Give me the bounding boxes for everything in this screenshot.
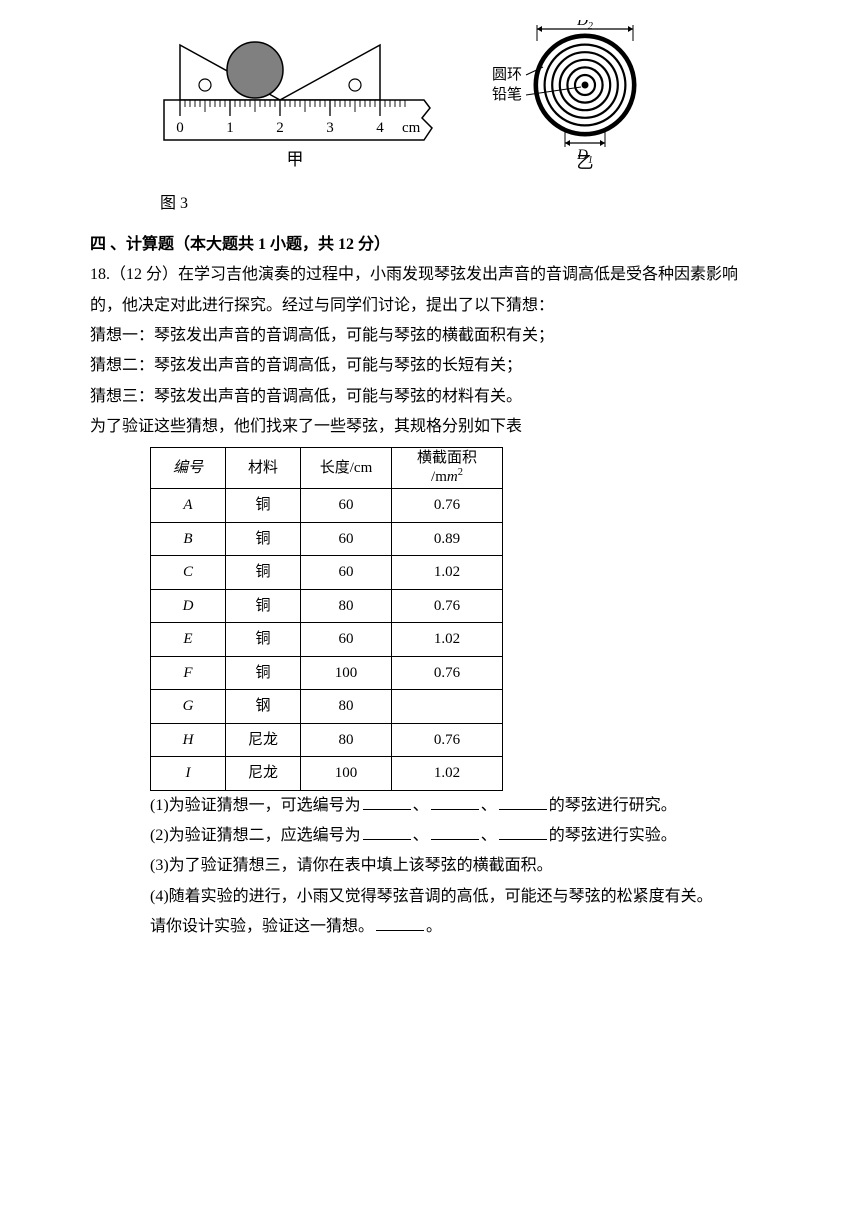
table-row: C铜601.02	[151, 556, 503, 590]
th-area-l2: /mm2	[431, 469, 463, 485]
q18-sub3: (3)为了验证猜想三，请你在表中填上该琴弦的横截面积。	[150, 851, 770, 881]
cell-material: 铜	[226, 623, 301, 657]
q18-sub2: (2)为验证猜想二，应选编号为、、的琴弦进行实验。	[150, 821, 770, 851]
figure-jia: 0 1 2 3 4 cm 甲	[160, 40, 440, 181]
svg-text:3: 3	[326, 120, 334, 136]
cell-length: 80	[301, 723, 392, 757]
cell-id: F	[151, 656, 226, 690]
cell-area: 1.02	[392, 757, 503, 791]
table-row: B铜600.89	[151, 522, 503, 556]
table-row: H尼龙800.76	[151, 723, 503, 757]
th-area: 横截面积 /mm2	[392, 447, 503, 489]
cell-material: 铜	[226, 556, 301, 590]
q18-sub4c: 。	[426, 918, 442, 935]
svg-text:D2: D2	[576, 20, 593, 32]
cell-material: 铜	[226, 522, 301, 556]
table-row: I尼龙1001.02	[151, 757, 503, 791]
q18-points: （12 分）	[110, 266, 178, 283]
q18: 18.（12 分）在学习吉他演奏的过程中，小雨发现琴弦发出声音的音调高低是受各种…	[90, 260, 770, 321]
cell-material: 尼龙	[226, 757, 301, 791]
table-row: A铜600.76	[151, 489, 503, 523]
figure-label: 图 3	[160, 189, 770, 219]
table-row: G钢80	[151, 690, 503, 724]
svg-text:4: 4	[376, 120, 384, 136]
cell-id: I	[151, 757, 226, 791]
cell-length: 80	[301, 690, 392, 724]
cell-length: 60	[301, 556, 392, 590]
strings-table: 编号 材料 长度/cm 横截面积 /mm2 A铜600.76B铜600.89C铜…	[150, 447, 503, 791]
svg-text:1: 1	[226, 120, 234, 136]
th-material: 材料	[226, 447, 301, 489]
cell-area: 0.76	[392, 589, 503, 623]
cell-id: C	[151, 556, 226, 590]
q18-number: 18.	[90, 266, 110, 283]
table-row: E铜601.02	[151, 623, 503, 657]
svg-text:2: 2	[276, 120, 284, 136]
cell-id: B	[151, 522, 226, 556]
table-header-row: 编号 材料 长度/cm 横截面积 /mm2	[151, 447, 503, 489]
svg-text:甲: 甲	[287, 150, 304, 169]
cell-id: D	[151, 589, 226, 623]
blank[interactable]	[376, 914, 424, 931]
q18-sub4a: (4)随着实验的进行，小雨又觉得琴弦音调的高低，可能还与琴弦的松紧度有关。	[150, 882, 770, 912]
section-4-heading: 四 、计算题（本大题共 1 小题，共 12 分）	[90, 230, 770, 260]
table-row: D铜800.76	[151, 589, 503, 623]
cell-id: E	[151, 623, 226, 657]
cell-area: 0.76	[392, 723, 503, 757]
svg-text:圆环: 圆环	[492, 67, 522, 83]
cell-material: 铜	[226, 589, 301, 623]
cell-area: 0.76	[392, 489, 503, 523]
cell-id: G	[151, 690, 226, 724]
cell-area: 0.89	[392, 522, 503, 556]
cell-length: 60	[301, 489, 392, 523]
q18-guess2: 猜想二：琴弦发出声音的音调高低，可能与琴弦的长短有关；	[90, 351, 770, 381]
figure-yi-svg: D2D1圆环铅笔乙	[490, 20, 690, 170]
cell-id: H	[151, 723, 226, 757]
svg-text:0: 0	[176, 120, 184, 136]
blank[interactable]	[431, 793, 479, 810]
figures-row: 01234cm甲 D2D1圆环铅笔乙	[160, 20, 770, 181]
q18-lead: 为了验证这些猜想，他们找来了一些琴弦，其规格分别如下表	[90, 412, 770, 442]
blank[interactable]	[363, 823, 411, 840]
cell-material: 铜	[226, 656, 301, 690]
q18-guess1: 猜想一：琴弦发出声音的音调高低，可能与琴弦的横截面积有关；	[90, 321, 770, 351]
cell-id: A	[151, 489, 226, 523]
q18-intro: 在学习吉他演奏的过程中，小雨发现琴弦发出声音的音调高低是受各种因素影响的，他决定…	[90, 266, 738, 313]
cell-area: 1.02	[392, 623, 503, 657]
th-area-l1: 横截面积	[417, 450, 477, 466]
cell-material: 铜	[226, 489, 301, 523]
q18-sub4b: 请你设计实验，验证这一猜想。 。	[150, 912, 770, 942]
cell-area: 1.02	[392, 556, 503, 590]
svg-text:cm: cm	[402, 120, 421, 136]
cell-material: 尼龙	[226, 723, 301, 757]
cell-material: 钢	[226, 690, 301, 724]
cell-length: 100	[301, 757, 392, 791]
blank[interactable]	[363, 793, 411, 810]
q18-sub1-a: (1)为验证猜想一，可选编号为	[150, 797, 361, 814]
blank[interactable]	[499, 793, 547, 810]
q18-sub1-b: 的琴弦进行研究。	[549, 797, 677, 814]
th-length: 长度/cm	[301, 447, 392, 489]
cell-area: 0.76	[392, 656, 503, 690]
figure-yi: D2D1圆环铅笔乙	[490, 20, 690, 181]
q18-sub2-b: 的琴弦进行实验。	[549, 827, 677, 844]
q18-sub1: (1)为验证猜想一，可选编号为、、的琴弦进行研究。	[150, 791, 770, 821]
th-id: 编号	[151, 447, 226, 489]
q18-sub4b-text: 请你设计实验，验证这一猜想。	[150, 918, 374, 935]
figure-jia-svg: 0 1 2 3 4 cm 甲	[160, 40, 440, 170]
cell-length: 60	[301, 623, 392, 657]
svg-text:铅笔: 铅笔	[492, 86, 522, 103]
cell-length: 100	[301, 656, 392, 690]
q18-sub2-a: (2)为验证猜想二，应选编号为	[150, 827, 361, 844]
blank[interactable]	[431, 823, 479, 840]
svg-text:乙: 乙	[577, 153, 594, 170]
page: 0 1 2 3 4 cm 甲 D2 D 1 圆环铅笔乙 图 3 四 、计算题（本大题共 1 小题，…	[0, 0, 860, 1216]
cell-length: 80	[301, 589, 392, 623]
cell-area	[392, 690, 503, 724]
cell-length: 60	[301, 522, 392, 556]
q18-guess3: 猜想三：琴弦发出声音的音调高低，可能与琴弦的材料有关。	[90, 382, 770, 412]
blank[interactable]	[499, 823, 547, 840]
table-row: F铜1000.76	[151, 656, 503, 690]
